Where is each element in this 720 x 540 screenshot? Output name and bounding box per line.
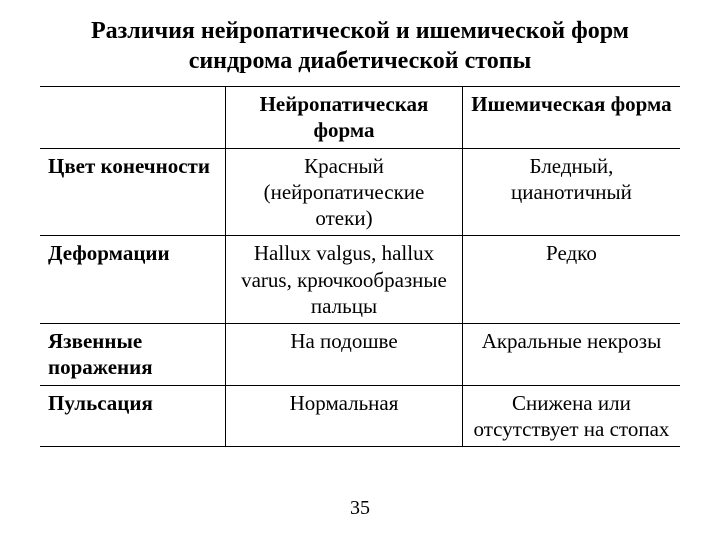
header-isch: Ишемическая форма	[462, 87, 680, 149]
table-row: Цвет конечности Красный (нейропатические…	[40, 148, 680, 236]
page-number: 35	[0, 497, 720, 520]
header-empty	[40, 87, 226, 149]
row-label: Пульсация	[40, 385, 226, 447]
row-isch: Бледный, цианотичный	[462, 148, 680, 236]
title-line-2: синдрома диабетической стопы	[189, 48, 532, 74]
slide-page: Различия нейропатической и ишемической ф…	[0, 0, 720, 540]
row-isch: Снижена или отсутствует на стопах	[462, 385, 680, 447]
table-row: Пульсация Нормальная Снижена или отсутст…	[40, 385, 680, 447]
row-label: Деформации	[40, 236, 226, 324]
row-neuro: На подошве	[226, 324, 463, 386]
table-header-row: Нейропатическая форма Ишемическая форма	[40, 87, 680, 149]
row-label: Цвет конечности	[40, 148, 226, 236]
comparison-table: Нейропатическая форма Ишемическая форма …	[40, 86, 680, 447]
row-isch: Акральные некрозы	[462, 324, 680, 386]
page-title: Различия нейропатической и ишемической ф…	[40, 16, 680, 76]
table-row: Деформации Hallux valgus, hallux varus, …	[40, 236, 680, 324]
title-line-1: Различия нейропатической и ишемической ф…	[91, 18, 629, 44]
header-neuro: Нейропатическая форма	[226, 87, 463, 149]
row-neuro: Красный (нейропатические отеки)	[226, 148, 463, 236]
table-row: Язвенные поражения На подошве Акральные …	[40, 324, 680, 386]
row-neuro: Нормальная	[226, 385, 463, 447]
row-label: Язвенные поражения	[40, 324, 226, 386]
row-neuro: Hallux valgus, hallux varus, крючкообраз…	[226, 236, 463, 324]
row-isch: Редко	[462, 236, 680, 324]
